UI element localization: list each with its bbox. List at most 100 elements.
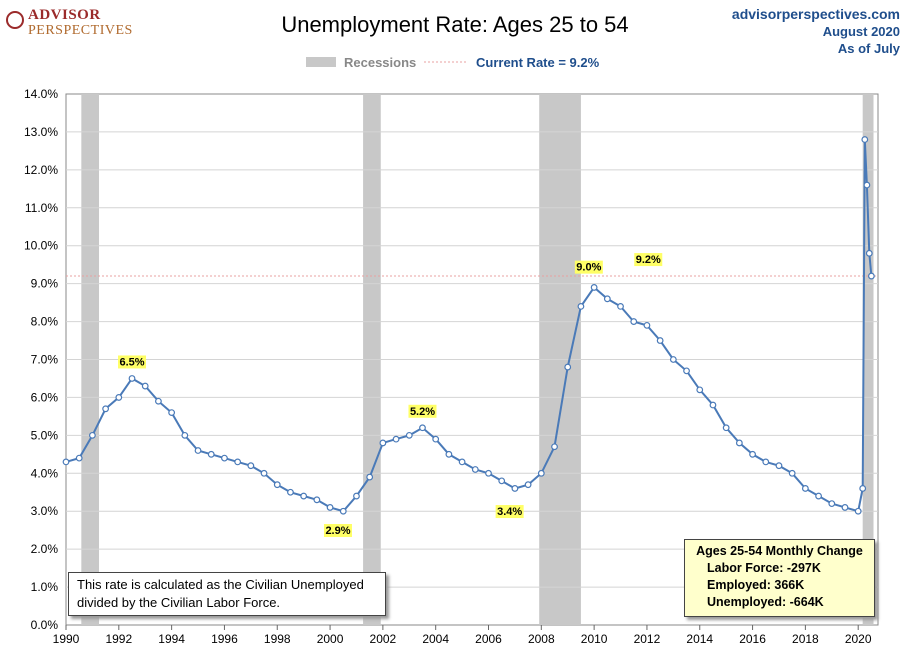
source-asof: As of July [837, 41, 900, 56]
annotation-bg [118, 355, 147, 369]
data-point [353, 492, 360, 500]
data-point [273, 481, 281, 489]
stats-labor-force: Labor Force: -297K [707, 561, 821, 575]
data-point [863, 181, 871, 189]
data-point [669, 356, 677, 363]
series-points [62, 136, 875, 515]
data-point [445, 450, 453, 458]
x-tick-label: 1998 [264, 632, 291, 646]
x-tick-label: 2012 [634, 632, 661, 646]
data-point [247, 462, 255, 470]
data-point [643, 321, 651, 329]
data-point [115, 394, 123, 401]
data-point [762, 458, 770, 466]
y-tick-label: 5.0% [31, 428, 59, 442]
source-site: advisorperspectives.com [731, 6, 900, 22]
compass-icon [6, 11, 24, 29]
data-point [498, 477, 506, 485]
data-point [861, 136, 869, 143]
data-point [141, 382, 149, 390]
data-point [405, 431, 413, 439]
annotation-bg [574, 260, 603, 274]
y-tick-label: 13.0% [24, 125, 58, 139]
data-point [207, 450, 215, 458]
legend-current-label: Current Rate = 9.2% [476, 55, 600, 70]
annotation-label: 2.9% [325, 525, 350, 537]
data-point [815, 492, 822, 500]
annotation-label: 6.5% [119, 356, 144, 368]
stats-header: Ages 25-54 Monthly Change [696, 544, 863, 558]
data-point [419, 424, 426, 432]
source-date: August 2020 [822, 24, 900, 39]
y-tick-label: 4.0% [31, 466, 59, 480]
data-point [617, 303, 624, 310]
annotation-bg [408, 404, 437, 418]
data-point [511, 485, 519, 492]
data-point [775, 462, 783, 470]
data-point [551, 443, 558, 451]
data-point [801, 485, 809, 492]
data-point [181, 431, 189, 439]
data-point [854, 507, 862, 515]
data-point [326, 504, 334, 511]
x-tick-label: 1994 [158, 632, 185, 646]
x-tick-label: 2008 [528, 632, 555, 646]
y-tick-label: 10.0% [24, 239, 58, 253]
y-tick-label: 12.0% [24, 163, 58, 177]
legend-recession-label: Recessions [344, 55, 416, 70]
data-point [696, 386, 704, 394]
x-tick-label: 2004 [422, 632, 449, 646]
data-point [709, 401, 717, 409]
x-axis-ticks: 1990 1992 1994 1996 1998 2000 2002 2004 2006 2008… [53, 625, 872, 646]
annotation-bg [323, 524, 352, 538]
stats-employed: Employed: 366K [707, 578, 805, 592]
data-point [788, 469, 796, 477]
y-tick-label: 6.0% [31, 390, 59, 404]
data-point [485, 469, 492, 477]
x-tick-label: 2016 [739, 632, 766, 646]
y-tick-label: 0.0% [31, 618, 59, 632]
note-line1: This rate is calculated as the Civilian … [77, 577, 364, 592]
data-point [577, 303, 585, 310]
x-tick-label: 1990 [53, 632, 80, 646]
annotation-label: 3.4% [497, 506, 522, 518]
data-point [102, 405, 110, 413]
legend: Recessions Current Rate = 9.2% [306, 55, 600, 70]
data-point [859, 485, 867, 492]
logo: ADVISOR PERSPECTIVES [6, 7, 133, 38]
data-point [194, 447, 202, 454]
x-tick-label: 2002 [370, 632, 397, 646]
data-point [366, 473, 374, 481]
y-tick-label: 7.0% [31, 353, 59, 367]
data-point [735, 439, 743, 447]
annotations: 6.5% 2.9% 5.2% 3.4% 9.0% 9.2% [118, 253, 663, 538]
data-point [287, 488, 294, 496]
data-point [432, 435, 440, 443]
data-point [221, 454, 228, 462]
data-point [155, 397, 162, 405]
data-point [867, 272, 875, 280]
logo-line1: ADVISOR [28, 7, 101, 23]
data-point [128, 375, 136, 382]
data-point [841, 504, 849, 511]
annotation-bg [495, 505, 524, 519]
data-point [89, 431, 96, 439]
x-tick-label: 2006 [475, 632, 502, 646]
x-tick-label: 2000 [317, 632, 344, 646]
x-tick-label: 2014 [686, 632, 713, 646]
y-tick-label: 3.0% [31, 504, 59, 518]
data-point [722, 424, 730, 432]
data-point [379, 439, 387, 447]
data-point [260, 469, 268, 477]
data-point [300, 492, 308, 500]
monthly-change-box: Ages 25-54 Monthly Change Labor Force: -… [684, 539, 875, 617]
y-axis-ticks: 0.0% 1.0% 2.0% 3.0% 4.0% 5.0% 6.0% 7.0% 8.0% 9.0%… [24, 87, 58, 632]
data-point [524, 481, 532, 489]
data-point [656, 337, 664, 344]
annotation-label: 9.2% [636, 254, 661, 266]
data-point [234, 458, 242, 466]
data-point [828, 500, 836, 508]
data-point [603, 295, 611, 303]
data-point [339, 507, 347, 515]
